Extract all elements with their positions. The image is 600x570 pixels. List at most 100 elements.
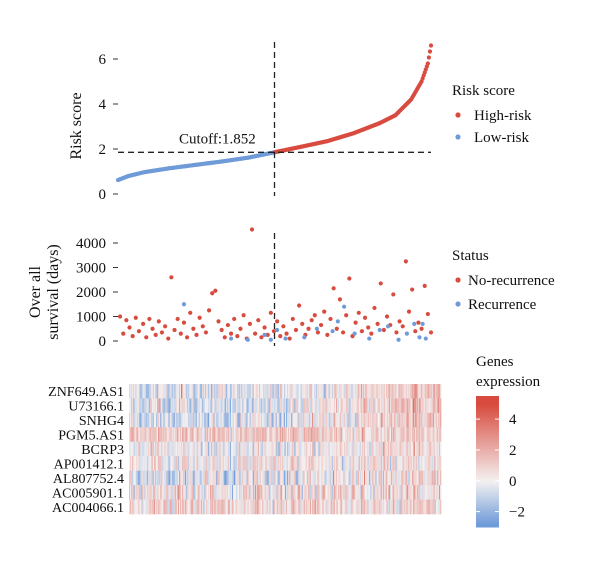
heatmap-cell [217,384,219,399]
heatmap-cell [216,384,218,399]
heatmap-cell [396,398,398,414]
heatmap-cell [436,398,439,414]
heatmap-cell [316,470,318,486]
heatmap-cell [400,499,402,515]
heatmap-cell [219,485,221,500]
heatmap-cell [377,398,379,414]
heatmap-cell [293,412,295,428]
heatmap-cell [259,485,261,500]
heatmap-cell [202,384,205,399]
heatmap-cell [355,470,358,486]
heatmap-cell [308,470,311,486]
heatmap-cell [151,441,154,457]
heatmap-cell [170,441,172,457]
heatmap-cell [269,441,271,457]
heatmap-cell [276,412,279,428]
heatmap-cell [218,441,220,457]
heatmap-cell [220,485,222,500]
heatmap-cell [244,412,246,428]
heatmap-cell [247,499,249,515]
heatmap-cell [402,456,404,471]
heatmap-cell [307,470,310,486]
heatmap-cell [331,398,334,414]
heatmap-cell [132,427,134,443]
heatmap-cell [340,427,342,443]
heatmap-cell [394,384,396,399]
heatmap-cell [355,427,358,443]
heatmap-cell [374,470,376,486]
heatmap-cell [277,456,280,471]
heatmap-cell [433,441,436,457]
heatmap-cell [367,398,369,414]
heatmap-cell [301,441,304,457]
heatmap-cell [347,412,349,428]
heatmap-cell [331,427,334,443]
heatmap-cell [351,384,353,399]
heatmap-cell [213,427,215,443]
heatmap-cell [214,499,216,515]
heatmap-cell [253,427,256,443]
heatmap-cell [323,412,325,428]
heatmap-cell [149,427,152,443]
no-recurrence-point [241,313,246,318]
heatmap-cell [283,398,286,414]
heatmap-cell [395,412,397,428]
heatmap-cell [252,485,255,500]
heatmap-cell [241,412,243,428]
heatmap-cell [436,499,439,515]
heatmap-cell [371,398,373,414]
heatmap-cell [426,412,428,428]
heatmap-cell [289,499,291,515]
heatmap-cell [204,398,207,414]
heatmap-cell [381,412,384,428]
heatmap-cell [170,485,172,500]
heatmap-cell [294,412,296,428]
heatmap-cell [375,441,377,457]
heatmap-cell [194,470,196,486]
colorbar-segment [476,481,499,484]
heatmap-cell [289,398,291,414]
heatmap-cell [153,384,156,399]
heatmap-cell [160,441,162,457]
heatmap-cell [332,427,335,443]
heatmap-cell [304,398,307,414]
heatmap-cell [166,470,168,486]
heatmap-cell [423,456,425,471]
heatmap-cell [404,499,406,515]
heatmap-cell [366,485,368,500]
no-recurrence-point [413,329,418,334]
heatmap-cell [242,427,244,443]
heatmap-cell [322,384,324,399]
heatmap-cell [439,398,442,414]
heatmap-cell [306,499,309,515]
heatmap-cell [195,398,197,414]
heatmap-cell [373,499,375,515]
heatmap-cell [155,398,157,414]
heatmap-cell [375,499,377,515]
heatmap-cell [243,384,245,399]
heatmap-cell [162,412,164,428]
heatmap-cell [143,485,145,500]
heatmap-cell [335,427,338,443]
heatmap-cell [294,427,296,443]
heatmap-cell [168,499,170,515]
heatmap-cell [137,485,139,500]
heatmap-cell [163,441,165,457]
heatmap-cell [181,427,183,443]
heatmap-cell [412,398,415,414]
heatmap-cell [208,398,210,414]
heatmap-cell [294,398,296,414]
heatmap-cell [144,384,146,399]
heatmap-cell [241,499,243,515]
heatmap-cell [186,499,188,515]
heatmap-cell [249,499,252,515]
heatmap-cell [319,470,321,486]
heatmap-cell [229,398,232,414]
heatmap-cell [377,485,379,500]
heatmap-cell [399,412,401,428]
heatmap-cell [233,441,235,457]
heatmap-cell [304,427,307,443]
heatmap-cell [149,441,152,457]
heatmap-cell [167,441,169,457]
heatmap-cell [174,470,177,486]
